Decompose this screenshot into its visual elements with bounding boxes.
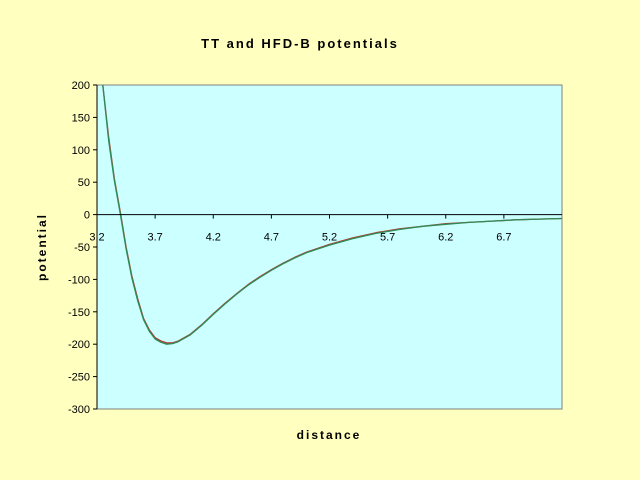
- y-tick-label: -150: [68, 307, 90, 319]
- x-tick-label: 6.7: [496, 232, 511, 244]
- x-tick-label: 3.7: [147, 232, 162, 244]
- y-tick-label: -250: [68, 372, 90, 384]
- x-tick-label: 5.2: [322, 232, 337, 244]
- y-tick-label: -200: [68, 339, 90, 351]
- y-tick-group: 200 150 100 50 0 -50 -100 -150 -200 -250 -300: [68, 80, 97, 416]
- y-tick-label: -300: [68, 404, 90, 416]
- y-tick-label: 50: [78, 177, 90, 189]
- x-tick-group: 3.2 3.7 4.2 4.7 5.2 5.7 6.2 6.7: [89, 214, 512, 244]
- y-tick-label: 200: [72, 80, 90, 92]
- y-tick-label: -50: [74, 242, 90, 254]
- y-tick-label: 100: [72, 145, 90, 157]
- x-tick-label: 4.2: [206, 232, 221, 244]
- y-axis-title: potential: [35, 213, 49, 281]
- series-line-2: [102, 85, 562, 345]
- chart-title: TT and HFD-B potentials: [201, 36, 399, 51]
- x-axis-title: distance: [297, 428, 362, 442]
- y-tick-label: -100: [68, 274, 90, 286]
- plot-area: [96, 84, 563, 410]
- y-tick-label: 150: [72, 112, 90, 124]
- series-layer: [102, 85, 562, 345]
- x-tick-label: 6.2: [438, 232, 453, 244]
- x-tick-label: 3.2: [89, 232, 104, 244]
- x-tick-label: 5.7: [380, 232, 395, 244]
- y-tick-label: 0: [84, 210, 90, 222]
- x-tick-label: 4.7: [264, 232, 279, 244]
